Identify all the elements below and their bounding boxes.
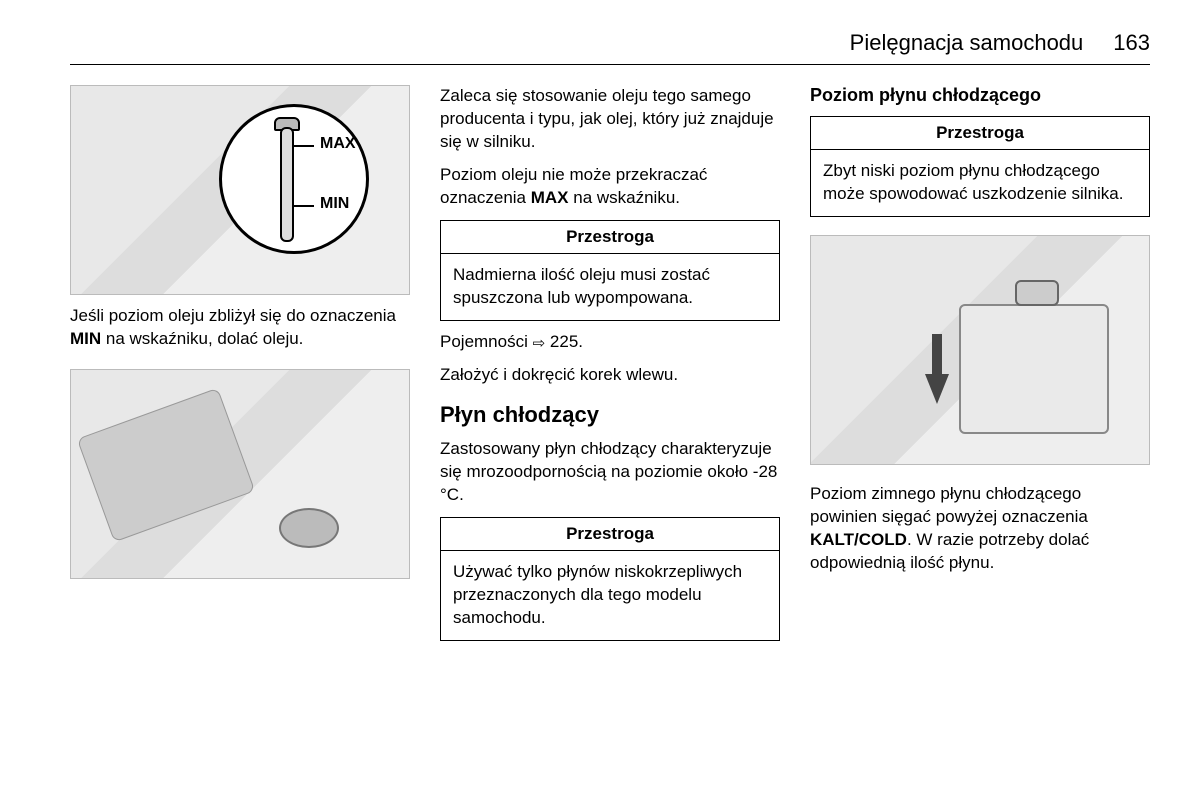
caution-heading: Przestroga [811, 117, 1149, 150]
dipstick-illustration: MAX MIN [70, 85, 410, 295]
max-label: MAX [320, 135, 356, 153]
coolant-level-paragraph: Poziom zimnego płynu chłodzącego powinie… [810, 483, 1150, 575]
caution-oil-excess: Przestroga Nadmierna ilość oleju musi zo… [440, 220, 780, 321]
coolant-spec-paragraph: Zastosowany płyn chłodzący charakteryzuj… [440, 438, 780, 507]
down-arrow-icon [925, 374, 949, 404]
capacity-ref-paragraph: Pojemności ⇨ 225. [440, 331, 780, 354]
chapter-title: Pielęgnacja samochodu [850, 30, 1084, 56]
reservoir-cap-icon [1015, 280, 1059, 306]
coolant-reservoir-illustration [810, 235, 1150, 465]
oil-min-paragraph: Jeśli poziom oleju zbliżył się do oznacz… [70, 305, 410, 351]
caution-heading: Przestroga [441, 221, 779, 254]
oil-type-paragraph: Zaleca się stosowanie oleju tego samego … [440, 85, 780, 154]
caution-body: Używać tylko płynów niskokrzepliwych prz… [441, 551, 779, 640]
oil-pour-illustration [70, 369, 410, 579]
column-3: Poziom płynu chłodzącego Przestroga Zbyt… [810, 85, 1150, 641]
caution-coolant-low: Przestroga Zbyt niski poziom płynu chłod… [810, 116, 1150, 217]
caution-heading: Przestroga [441, 518, 779, 551]
caution-coolant-type: Przestroga Używać tylko płynów niskokrze… [440, 517, 780, 641]
text-fragment: na wskaźniku. [569, 188, 681, 207]
column-1: MAX MIN Jeśli poziom oleju zbliżył się d… [70, 85, 410, 641]
cap-close-paragraph: Założyć i dokręcić korek wlewu. [440, 364, 780, 387]
text-fragment: Poziom zimnego płynu chłodzącego powinie… [810, 484, 1088, 526]
max-bold: MAX [531, 188, 569, 207]
dipstick-zoom-circle: MAX MIN [219, 104, 369, 254]
page-header: Pielęgnacja samochodu 163 [70, 30, 1150, 65]
page-number: 163 [1113, 30, 1150, 56]
coolant-heading: Płyn chłodzący [440, 402, 780, 428]
text-fragment: na wskaźniku, dolać oleju. [101, 329, 303, 348]
min-label: MIN [320, 195, 349, 213]
coolant-reservoir-icon [959, 304, 1109, 434]
max-mark-line [294, 145, 314, 147]
min-mark-line [294, 205, 314, 207]
oil-filler-hole-icon [279, 508, 339, 548]
dipstick-rod-icon [280, 127, 294, 242]
column-2: Zaleca się stosowanie oleju tego samego … [440, 85, 780, 641]
coolant-level-heading: Poziom płynu chłodzącego [810, 85, 1150, 106]
caution-body: Zbyt niski poziom płynu chłodzącego może… [811, 150, 1149, 216]
caution-body: Nadmierna ilość oleju musi zostać spuszc… [441, 254, 779, 320]
text-fragment: Pojemności [440, 332, 533, 351]
text-fragment: Jeśli poziom oleju zbliżył się do oznacz… [70, 306, 396, 325]
reference-arrow-icon: ⇨ [533, 334, 546, 354]
content-columns: MAX MIN Jeśli poziom oleju zbliżył się d… [70, 85, 1150, 641]
text-fragment: . [578, 332, 583, 351]
page-ref: 225 [550, 332, 578, 351]
oil-max-paragraph: Poziom oleju nie może przekraczać oznacz… [440, 164, 780, 210]
kalt-cold-bold: KALT/COLD [810, 530, 907, 549]
min-bold: MIN [70, 329, 101, 348]
